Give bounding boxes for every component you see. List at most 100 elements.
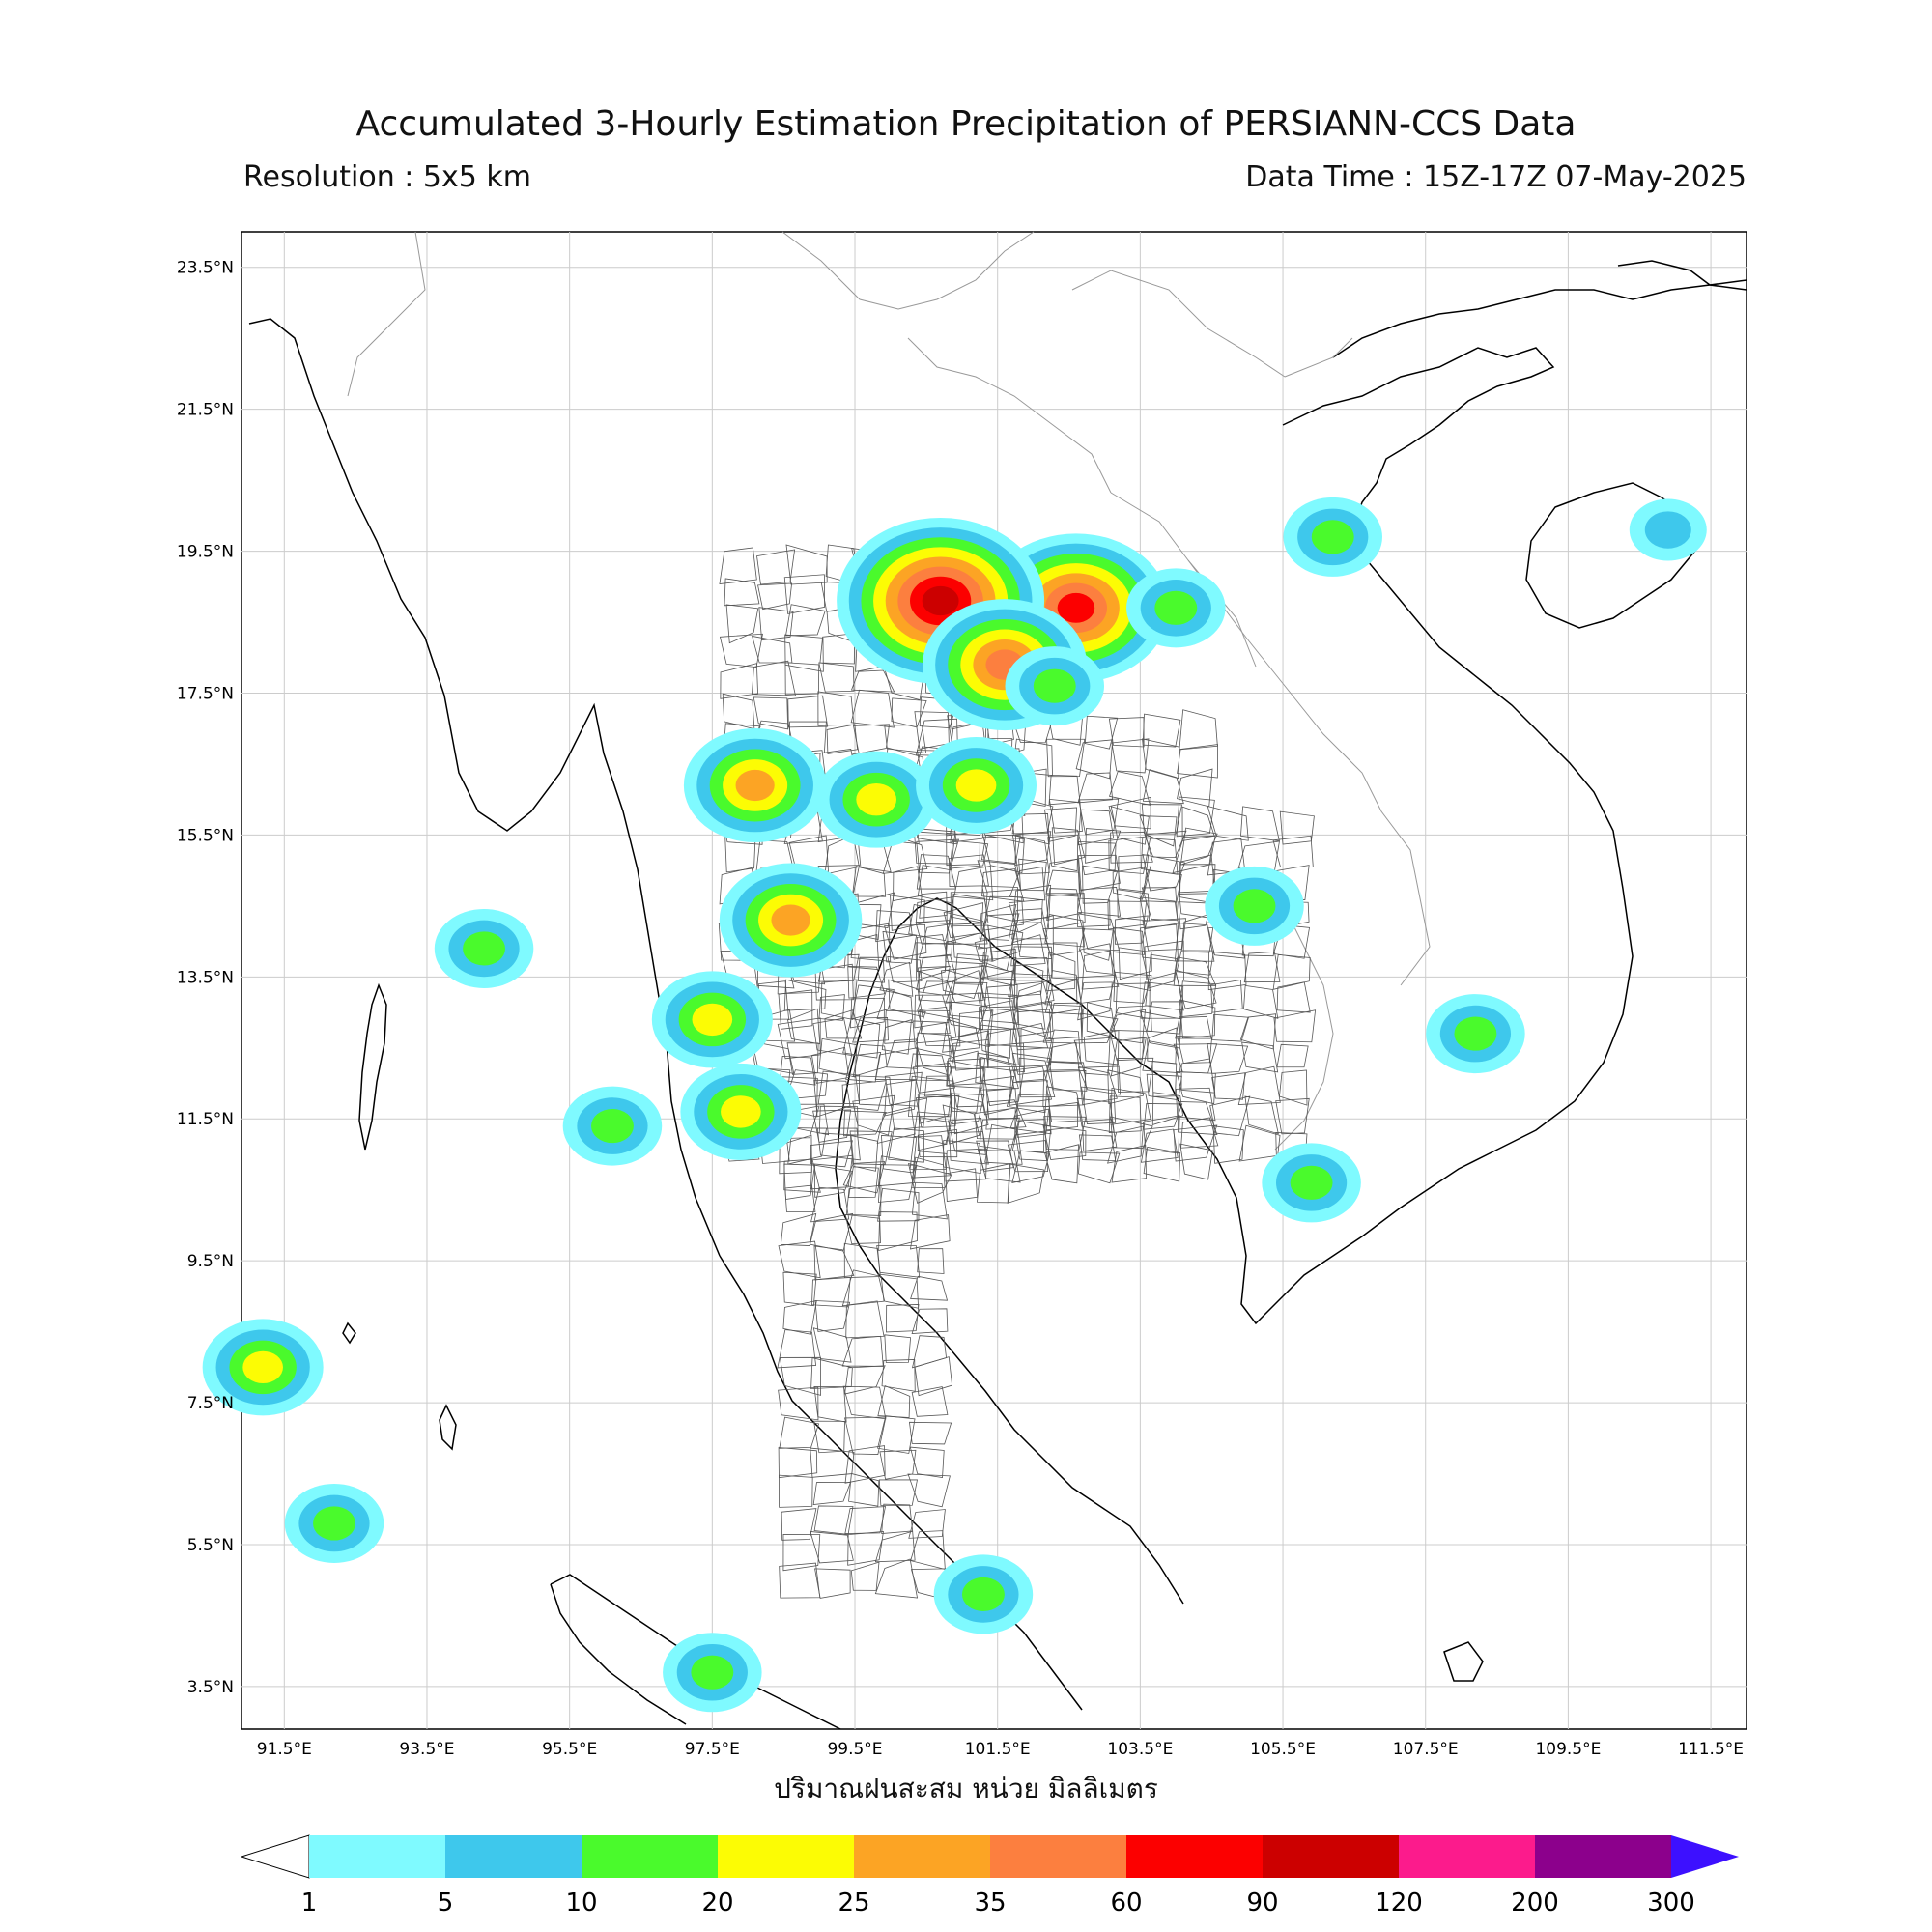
colorbar-tick-label: 10	[565, 1889, 597, 1918]
province-boundary	[1211, 1072, 1246, 1100]
province-boundary	[946, 832, 980, 867]
province-boundary	[878, 1479, 919, 1506]
province-boundary	[949, 1076, 981, 1113]
province-boundary	[1272, 835, 1314, 867]
province-boundary	[1115, 915, 1149, 945]
province-boundary	[909, 1214, 951, 1250]
province-boundary	[758, 607, 794, 641]
province-boundary	[1007, 1163, 1044, 1204]
colorbar-segment	[1126, 1835, 1263, 1878]
precip-cell	[562, 1086, 663, 1166]
province-boundary	[1078, 854, 1121, 892]
precip-level	[1454, 1016, 1497, 1051]
province-boundary	[1009, 813, 1050, 845]
colorbar-tick-label: 5	[438, 1889, 454, 1918]
province-boundary	[1142, 713, 1181, 748]
province-boundary	[1044, 807, 1078, 842]
province-boundary	[1051, 827, 1086, 866]
lat-tick-label: 21.5°N	[177, 401, 234, 420]
precip-cell	[1283, 497, 1382, 577]
province-boundary	[1011, 1009, 1052, 1045]
province-boundary	[1144, 940, 1184, 980]
lat-tick-label: 19.5°N	[177, 543, 234, 562]
province-boundary	[877, 1415, 916, 1454]
province-boundary	[756, 549, 796, 585]
province-boundary	[810, 1154, 853, 1190]
province-boundary	[1043, 1102, 1079, 1131]
province-boundary	[820, 979, 858, 1020]
province-boundary	[1110, 1037, 1147, 1077]
province-boundary	[1011, 834, 1050, 875]
precip-cell	[1126, 568, 1226, 648]
province-boundary	[1176, 796, 1215, 838]
province-boundary	[810, 1186, 850, 1223]
province-boundary	[980, 970, 1016, 1009]
province-boundary	[850, 689, 895, 728]
precip-cell	[1629, 498, 1707, 561]
province-boundary	[1077, 772, 1114, 804]
precipitation-map[interactable]: 23.5°N 21.5°N 19.5°N 17.5°N 15.5°N 13.5°N 11.5…	[177, 231, 1747, 1759]
province-boundary	[847, 966, 886, 999]
gulf-thailand-coastline	[835, 897, 1184, 1605]
province-boundary	[987, 1028, 1019, 1065]
province-boundary	[757, 582, 793, 611]
province-boundary	[1009, 866, 1046, 901]
colorbar-tick-label: 60	[1110, 1889, 1142, 1918]
colorbar-tick-label: 300	[1647, 1889, 1695, 1918]
province-boundary	[814, 1164, 853, 1198]
province-boundary	[1279, 1069, 1308, 1106]
province-boundary	[945, 940, 988, 980]
province-boundary	[719, 547, 757, 585]
province-boundary	[909, 1446, 945, 1478]
province-boundary	[1078, 798, 1120, 836]
province-boundary	[1276, 981, 1311, 1013]
province-boundary	[1113, 926, 1145, 955]
province-boundary	[778, 1240, 821, 1279]
province-boundary	[778, 989, 813, 1030]
province-boundary	[945, 930, 985, 965]
province-boundary	[724, 578, 760, 607]
province-boundary	[1244, 1095, 1279, 1135]
province-boundary	[1112, 866, 1151, 900]
province-boundary	[912, 1062, 955, 1094]
province-boundary	[985, 1099, 1027, 1130]
lat-tick-label: 7.5°N	[187, 1394, 234, 1413]
province-boundary	[1051, 942, 1079, 980]
colorbar-segment	[582, 1835, 718, 1878]
province-boundary	[841, 1080, 887, 1111]
province-boundary	[881, 1359, 916, 1392]
province-boundary	[884, 923, 927, 960]
province-boundary	[884, 1009, 926, 1044]
province-boundary	[1014, 1129, 1051, 1162]
province-boundary	[814, 1568, 851, 1599]
province-boundary	[1018, 1057, 1056, 1098]
colorbar-tick-label: 1	[301, 1889, 318, 1918]
chart-title: Accumulated 3-Hourly Estimation Precipit…	[355, 104, 1577, 144]
province-boundary	[1111, 738, 1150, 774]
province-boundary	[911, 1156, 946, 1189]
province-boundary	[1111, 1145, 1147, 1183]
province-boundary	[950, 1001, 988, 1037]
province-boundary	[1009, 1065, 1053, 1106]
province-boundary	[879, 961, 914, 997]
province-boundary	[784, 634, 824, 672]
lon-tick-label: 109.5°E	[1535, 1740, 1601, 1759]
province-boundary	[910, 1275, 949, 1301]
province-boundary	[917, 1010, 961, 1047]
province-boundary	[787, 1127, 828, 1165]
precip-level	[922, 585, 959, 616]
lon-tick-label: 99.5°E	[827, 1740, 882, 1759]
province-boundary	[1175, 1015, 1212, 1039]
province-boundary	[850, 984, 895, 1020]
colorbar-segment	[1399, 1835, 1535, 1878]
province-boundary	[812, 1109, 852, 1143]
province-boundary	[877, 1164, 918, 1203]
province-boundary	[1146, 1073, 1182, 1101]
province-boundary	[1108, 796, 1151, 830]
province-boundary	[783, 574, 825, 614]
province-boundary	[949, 1131, 989, 1165]
precip-unit-label: ปริมาณฝนสะสม หน่วย มิลลิเมตร	[774, 1773, 1158, 1804]
province-boundary	[981, 1065, 1025, 1106]
province-boundary	[777, 1329, 817, 1369]
province-boundary	[1243, 951, 1281, 983]
